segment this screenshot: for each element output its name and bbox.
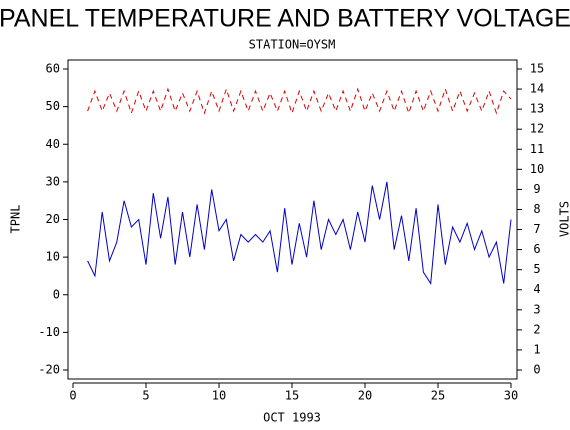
y-tick-label: 50 [46,99,60,113]
y-tick-label: 40 [46,137,60,151]
series-line [87,87,512,115]
y2-tick-label: 6 [533,242,540,256]
y2-tick-label: 11 [530,142,544,156]
y2-tick-label: 2 [533,322,540,336]
y2-axis-label: VOLTS [558,201,570,237]
y2-tick-label: 14 [530,82,544,96]
x-tick-label: 5 [142,389,149,403]
chart-title: PANEL TEMPERATURE AND BATTERY VOLTAGE [0,5,570,33]
y2-tick-label: 7 [533,222,540,236]
y2-tick-label: 0 [533,363,540,377]
x-tick-label: 20 [358,389,372,403]
x-tick-label: 30 [504,389,518,403]
y2-tick-label: 8 [533,202,540,216]
x-axis-label: OCT 1993 [263,411,321,425]
y-tick-label: 10 [46,250,60,264]
y-axis-label: TPNL [9,205,23,234]
y2-tick-label: 3 [533,302,540,316]
y2-tick-label: 12 [530,122,544,136]
y-tick-label: 30 [46,174,60,188]
y2-tick-label: 5 [533,262,540,276]
x-tick-label: 0 [69,389,76,403]
y-tick-label: -10 [38,325,60,339]
plot-frame [67,59,518,380]
y2-tick-label: 13 [530,102,544,116]
y-tick-label: 0 [53,287,60,301]
y2-tick-label: 4 [533,282,540,296]
x-tick-label: 15 [285,389,299,403]
x-tick-label: 25 [431,389,445,403]
y-tick-label: 60 [46,62,60,76]
y2-tick-label: 1 [533,342,540,356]
y2-tick-label: 9 [533,182,540,196]
y2-tick-label: 10 [530,162,544,176]
y-tick-label: 20 [46,212,60,226]
x-tick-label: 10 [212,389,226,403]
y2-tick-label: 15 [530,62,544,76]
chart-subtitle: STATION=OYSM [249,38,336,52]
series-line [87,181,512,285]
y-tick-label: -20 [38,363,60,377]
